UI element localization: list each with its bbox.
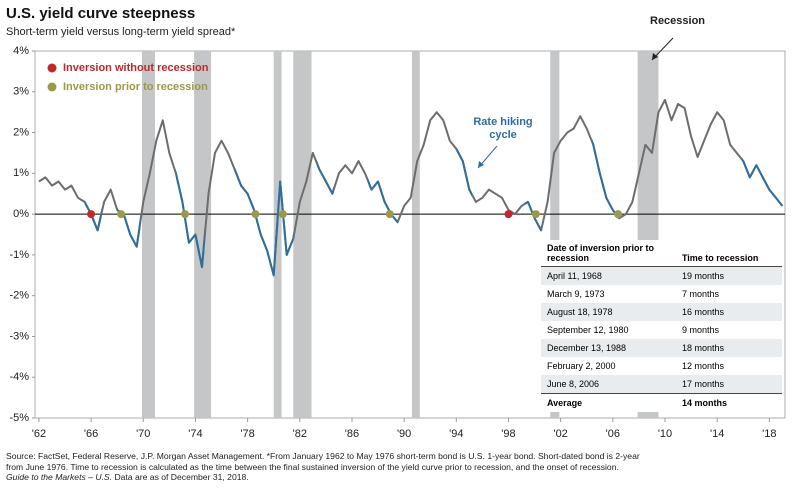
as-of-date: Data are as of December 31, 2018. xyxy=(114,472,249,482)
chart-title: U.S. yield curve steepness xyxy=(6,5,196,22)
table-cell: February 2, 2000 xyxy=(547,361,616,371)
recession-band xyxy=(293,51,312,418)
y-tick-label: 2% xyxy=(13,126,29,138)
x-tick-label: '94 xyxy=(449,428,463,440)
x-tick-label: '82 xyxy=(293,428,307,440)
plot-frame xyxy=(34,50,786,419)
x-tick-label: '02 xyxy=(553,428,567,440)
inversion-marker xyxy=(251,210,260,219)
table-cell: 9 months xyxy=(681,325,719,335)
table-cell: Average xyxy=(541,393,676,412)
y-tick-label: -3% xyxy=(9,330,29,342)
guide-name: Guide to the Markets – U.S. xyxy=(6,472,113,482)
table-cell: June 8, 2006 xyxy=(541,375,676,394)
table-row: February 2, 2000 12 months xyxy=(541,357,782,375)
table-cell: 7 months xyxy=(681,289,719,299)
inversion-table: Date of inversion prior to recession Tim… xyxy=(541,240,782,412)
as-of-note: Guide to the Markets – U.S. Data are as … xyxy=(6,472,646,483)
table-row: March 9, 1973 7 months xyxy=(541,285,782,303)
header-cell: Date of inversion prior to recession xyxy=(541,240,676,267)
x-tick-label: '90 xyxy=(397,428,411,440)
hiking-annotation: Rate hiking cycle xyxy=(473,116,533,141)
x-tick-label: '74 xyxy=(188,428,202,440)
chart-subtitle: Short-term yield versus long-term yield … xyxy=(6,26,236,38)
x-tick-label: '18 xyxy=(762,428,776,440)
y-tick-label: -4% xyxy=(9,371,29,383)
table-cell: April 11, 1968 xyxy=(541,266,676,285)
inversion-marker xyxy=(87,210,96,219)
table-row: Average 14 months xyxy=(541,393,782,412)
inversion-marker xyxy=(385,210,394,219)
header-cell: Time to recession xyxy=(675,240,782,267)
arrow-head xyxy=(652,53,658,60)
recession-band xyxy=(550,51,560,418)
x-tick-label: '66 xyxy=(84,428,98,440)
y-tick-label: 3% xyxy=(13,86,29,98)
x-tick-label: '78 xyxy=(240,428,254,440)
table-cell: December 13, 1988 xyxy=(541,339,676,357)
x-tick-label: '70 xyxy=(136,428,150,440)
legend-swatch xyxy=(47,63,57,73)
x-tick-label: '62 xyxy=(32,428,46,440)
x-tick-label: '06 xyxy=(606,428,620,440)
y-tick-label: 1% xyxy=(13,167,29,179)
table-row: December 13, 1988 18 months xyxy=(541,339,782,357)
table-row: September 12, 1980 9 months xyxy=(541,321,782,339)
y-tick-label: -5% xyxy=(9,412,29,424)
footnote: Source: FactSet, Federal Reserve, J.P. M… xyxy=(6,451,646,483)
inversion-marker xyxy=(531,210,540,219)
source-note: Source: FactSet, Federal Reserve, J.P. M… xyxy=(6,451,640,472)
recession-band xyxy=(273,51,282,418)
x-tick-label: '14 xyxy=(710,428,724,440)
y-tick-label: 0% xyxy=(13,208,29,220)
y-tick-label: 4% xyxy=(13,45,29,57)
table-row: June 8, 2006 17 months xyxy=(541,375,782,394)
inversion-marker xyxy=(504,210,513,219)
inversion-marker xyxy=(614,210,623,219)
table-cell: 16 months xyxy=(675,303,782,321)
x-tick-label: '98 xyxy=(501,428,515,440)
table-cell: 17 months xyxy=(675,375,782,394)
y-tick-label: -1% xyxy=(9,249,29,261)
inversion-marker xyxy=(278,210,287,219)
table-body: April 11, 1968 19 months March 9, 1973 7 mo… xyxy=(541,266,782,412)
x-tick-label: '86 xyxy=(345,428,359,440)
table-cell: September 12, 1980 xyxy=(547,325,629,335)
table-row: August 18, 1978 16 months xyxy=(541,303,782,321)
recession-band xyxy=(411,51,420,418)
recession-band xyxy=(194,51,212,418)
legend-label: Inversion prior to recession xyxy=(63,81,208,93)
table-cell: August 18, 1978 xyxy=(541,303,676,321)
legend-swatch xyxy=(47,82,57,92)
recession-band xyxy=(141,51,155,418)
x-tick-label: '10 xyxy=(658,428,672,440)
y-tick-label: -2% xyxy=(9,290,29,302)
arrow-head xyxy=(478,161,484,168)
table-cell: 12 months xyxy=(681,361,724,371)
table-cell: 14 months xyxy=(675,393,782,412)
series-line xyxy=(38,98,784,277)
legend-label: Inversion without recession xyxy=(63,62,209,74)
table-cell: 19 months xyxy=(675,266,782,285)
table-row: April 11, 1968 19 months xyxy=(541,266,782,285)
recession-annotation: Recession xyxy=(650,15,706,27)
table-cell: March 9, 1973 xyxy=(547,289,605,299)
table-header: Date of inversion prior to recession Tim… xyxy=(541,240,782,267)
inversion-marker xyxy=(181,210,189,219)
inversion-marker xyxy=(117,210,126,219)
table-cell: 18 months xyxy=(675,339,782,357)
